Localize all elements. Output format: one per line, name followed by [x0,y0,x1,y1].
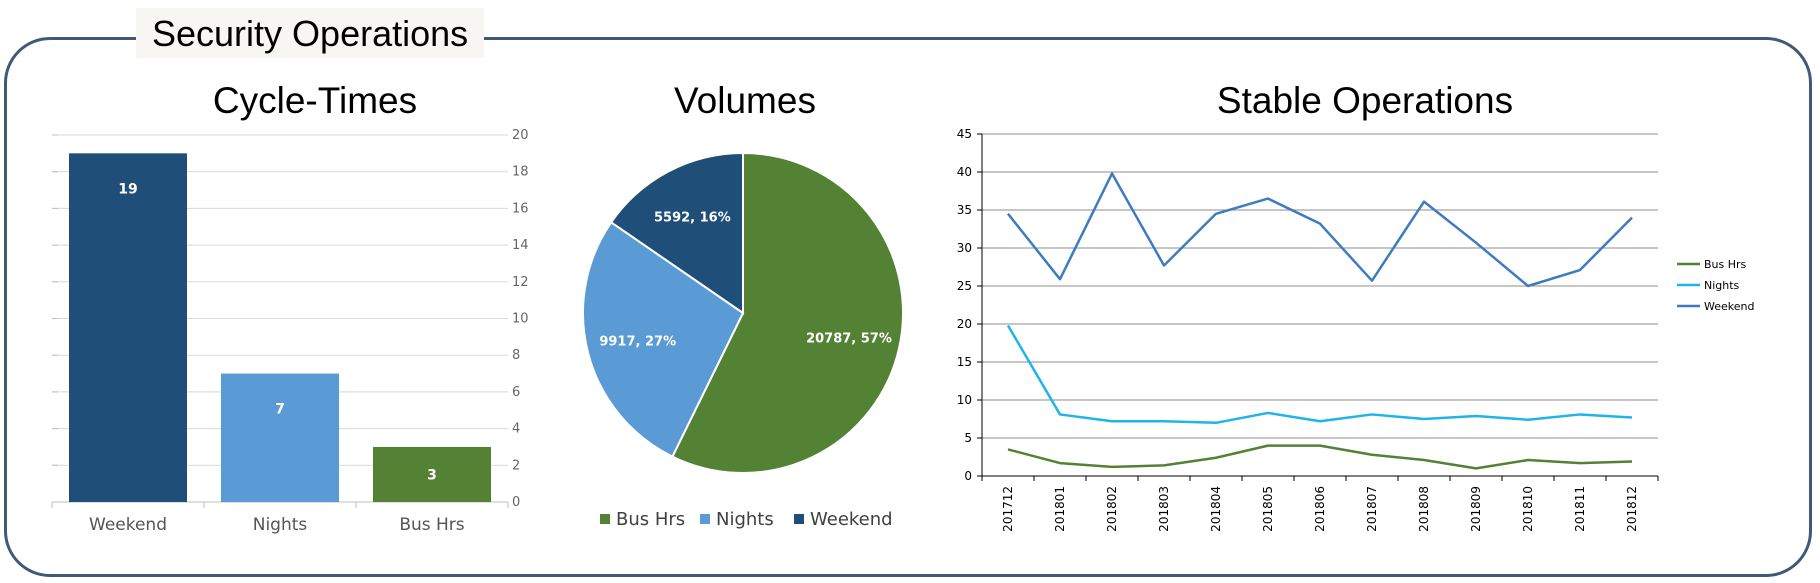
y-tick-label: 10 [957,393,972,407]
y-tick-label: 10 [512,312,529,327]
legend-swatch [600,514,610,524]
x-tick-label: Nights [253,515,308,535]
y-tick-label: 35 [957,203,972,217]
bar [69,153,187,502]
y-tick-label: 25 [957,279,972,293]
bar-data-label: 19 [118,181,137,197]
pie-data-label: 20787, 57% [806,332,892,347]
y-tick-label: 0 [512,495,520,510]
legend-label: Nights [1704,279,1740,292]
y-tick-label: 40 [957,165,972,179]
x-tick-label: 201803 [1157,486,1171,532]
series-line [1006,324,1633,425]
x-tick-label: 201812 [1625,486,1639,532]
pie-data-label: 5592, 16% [654,211,731,226]
line-chart-title: Stable Operations [1216,80,1514,121]
y-tick-label: 8 [512,348,520,363]
x-tick-label: 201805 [1261,486,1275,532]
legend-label: Weekend [810,509,893,530]
x-tick-label: 201802 [1105,486,1119,532]
x-tick-label: Bus Hrs [399,515,464,535]
legend-label: Nights [716,509,774,530]
x-tick-label: 201811 [1573,486,1587,532]
legend-label: Bus Hrs [616,509,685,530]
x-tick-label: 201804 [1209,486,1223,532]
x-tick-label: 201807 [1365,486,1379,532]
pie-chart: 20787, 57% 9917, 27% 5592, 16% Bus Hrs Night… [582,151,905,530]
legend-swatch [700,514,710,524]
y-tick-label: 30 [957,241,972,255]
pie-slice [582,220,745,458]
series-line [1007,444,1633,470]
x-tick-label: 201810 [1521,486,1535,532]
section-frame [4,37,1812,577]
pie-chart-title: Volumes [674,80,816,121]
pie-slice [671,151,905,474]
series-line [1007,172,1633,288]
y-tick-label: 18 [512,165,529,180]
legend-label: Bus Hrs [1704,258,1747,271]
y-tick-label: 2 [512,458,520,473]
x-tick-label: Weekend [89,515,167,535]
x-tick-label: 201801 [1053,486,1067,532]
y-tick-label: 16 [512,201,529,216]
bar-data-label: 3 [427,467,437,483]
y-tick-label: 12 [512,275,529,290]
x-tick-label: 201712 [1001,486,1015,532]
legend-label: Weekend [1704,300,1754,313]
x-tick-label: 201806 [1313,486,1327,532]
bar-chart-title: Cycle-Times [212,80,418,121]
bar-data-label: 7 [275,402,285,418]
y-tick-label: 14 [512,238,529,253]
bar [373,446,491,502]
pie-data-label: 9917, 27% [599,335,676,350]
y-tick-label: 0 [964,469,972,483]
bar [221,373,339,502]
y-tick-label: 6 [512,385,520,400]
pie-slice [609,151,744,315]
x-tick-label: 201809 [1469,486,1483,532]
y-tick-label: 20 [957,317,972,331]
y-tick-label: 45 [957,127,972,141]
y-tick-label: 15 [957,355,972,369]
line-chart: 0 5 10 15 20 25 30 35 40 45 201712 201801 201802 2018… [957,127,1755,532]
x-tick-label: 201808 [1417,486,1431,532]
bar-chart: 0 2 4 6 8 10 12 14 16 18 20 19 Weekend 7 Nights 3 Bus Hr… [51,128,529,535]
legend-swatch [794,514,804,524]
y-tick-label: 4 [512,422,520,437]
section-title: Security Operations [136,8,485,58]
y-tick-label: 20 [512,128,529,143]
y-tick-label: 5 [964,431,972,445]
